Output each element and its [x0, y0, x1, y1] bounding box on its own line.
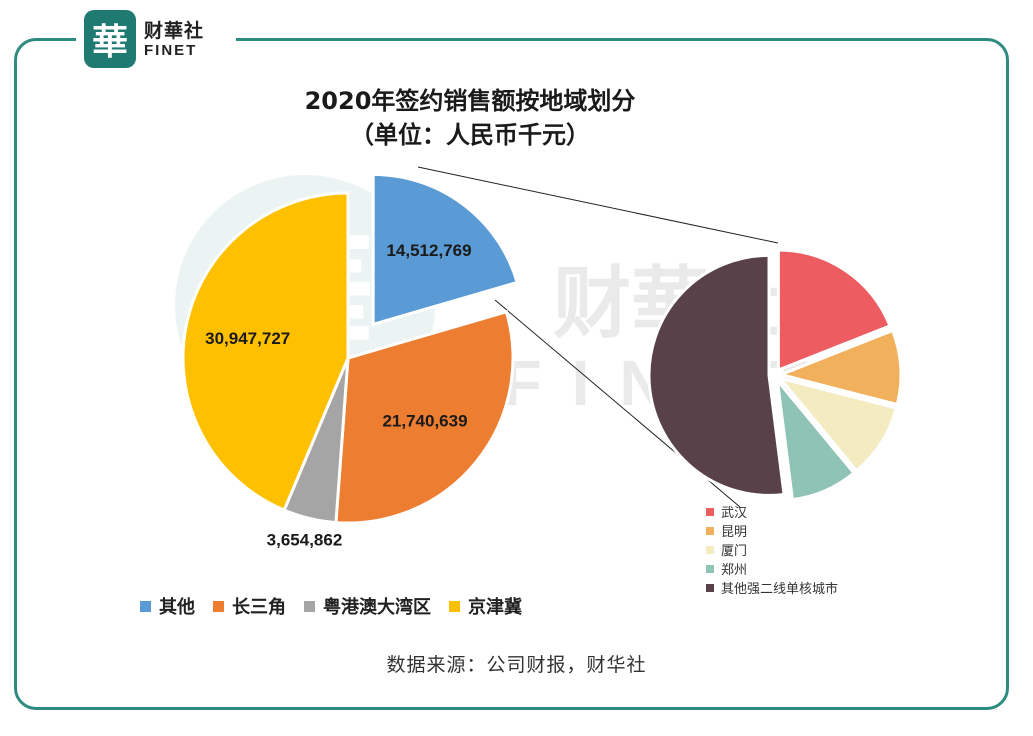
main-legend: 其他 长三角 粤港澳大湾区 京津冀 [140, 593, 522, 619]
main-legend-swatch-0 [140, 600, 151, 612]
sub-pie [647, 248, 903, 502]
sub-legend: 武汉昆明厦门郑州其他强二线单核城市 [706, 502, 838, 597]
sub-slice-1 [776, 328, 903, 407]
sub-legend-swatch-4 [706, 583, 714, 592]
main-slice-label-3: 30,947,727 [205, 329, 290, 348]
sub-legend-swatch-3 [706, 564, 714, 573]
sub-legend-item-1: 昆明 [706, 521, 838, 540]
sub-legend-label-3: 郑州 [721, 563, 748, 578]
main-legend-item-1: 长三角 [213, 593, 286, 619]
main-slice-3 [181, 191, 350, 513]
sub-slice-2 [775, 375, 899, 473]
sub-legend-item-4: 其他强二线单核城市 [706, 578, 838, 597]
main-legend-label-2: 粤港澳大湾区 [323, 597, 431, 618]
main-legend-item-3: 京津冀 [449, 593, 522, 619]
data-source: 数据来源：公司财报，财华社 [386, 654, 647, 676]
main-legend-swatch-2 [304, 600, 315, 612]
main-legend-swatch-3 [449, 600, 460, 612]
main-legend-item-0: 其他 [140, 593, 195, 619]
connector-top [417, 166, 779, 244]
main-legend-swatch-1 [213, 600, 224, 612]
sub-slice-3 [775, 375, 856, 502]
main-legend-label-0: 其他 [159, 597, 195, 618]
sub-legend-swatch-1 [706, 526, 714, 535]
brand-seal: 華 [84, 10, 136, 68]
sub-legend-label-4: 其他强二线单核城市 [721, 582, 839, 597]
main-slice-0 [371, 172, 520, 327]
brand-name-cn: 财華社 [144, 20, 205, 42]
sub-legend-label-1: 昆明 [721, 525, 748, 540]
main-pie-labels: 14,512,769 21,740,639 3,654,862 30,947,727 [205, 241, 471, 549]
main-pie [181, 172, 520, 525]
main-slice-label-1: 21,740,639 [382, 411, 467, 430]
main-legend-label-1: 长三角 [232, 597, 286, 618]
main-legend-label-3: 京津冀 [468, 597, 522, 618]
sub-legend-item-2: 厦门 [706, 540, 838, 559]
sub-legend-swatch-2 [706, 545, 714, 554]
sub-legend-label-2: 厦门 [721, 544, 748, 559]
sub-slice-4 [647, 253, 786, 497]
chart-subtitle: （单位：人民币千元） [350, 121, 590, 149]
sub-legend-item-3: 郑州 [706, 559, 838, 578]
chart-title-block: 2020年签约销售额按地域划分 （单位：人民币千元） [240, 84, 700, 152]
chart-title: 2020年签约销售额按地域划分 [304, 87, 636, 115]
main-legend-item-2: 粤港澳大湾区 [304, 593, 431, 619]
chart-frame [14, 38, 1009, 710]
brand-logo: 華 财華社 FINET [76, 6, 236, 72]
main-slice-label-2: 3,654,862 [267, 530, 343, 549]
sub-legend-item-0: 武汉 [706, 502, 838, 521]
sub-legend-label-0: 武汉 [721, 506, 748, 521]
main-slice-1 [334, 309, 515, 525]
sub-legend-swatch-0 [706, 507, 714, 516]
main-slice-label-0: 14,512,769 [386, 241, 471, 260]
brand-name-en: FINET [144, 42, 198, 59]
sub-slice-0 [776, 248, 892, 373]
